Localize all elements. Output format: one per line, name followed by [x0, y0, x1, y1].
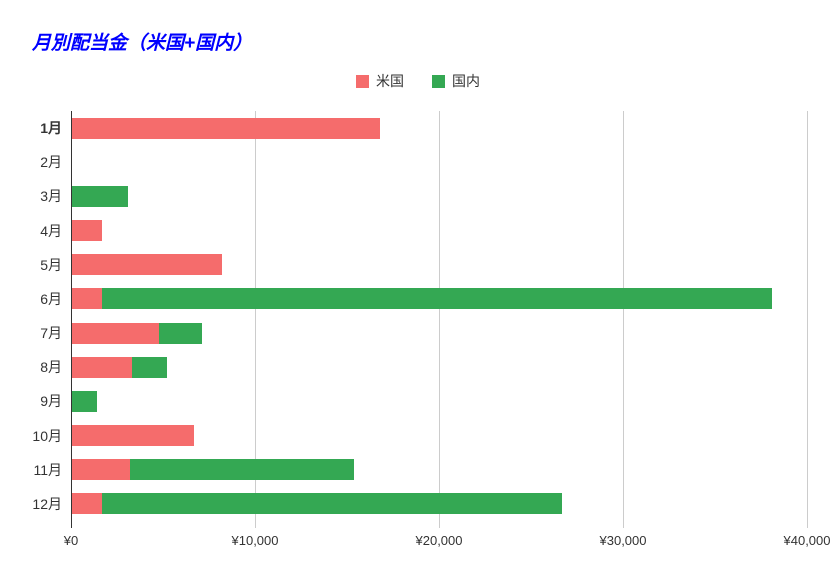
- bar-segment-domestic-month-6: [102, 288, 773, 310]
- bar-segment-us-month-5: [71, 254, 222, 276]
- bar-row-11: [71, 453, 807, 487]
- plot-area: [71, 111, 808, 528]
- bar-segment-domestic-month-3: [71, 185, 129, 207]
- category-label-7: 7月: [40, 325, 62, 342]
- stacked-bar-9: [71, 390, 807, 412]
- bar-segment-us-month-4: [71, 220, 103, 242]
- bar-row-3: [71, 179, 807, 213]
- category-label-10: 10月: [32, 427, 62, 444]
- legend-item-domestic: 国内: [432, 71, 480, 91]
- bar-segment-domestic-month-8: [131, 356, 167, 378]
- category-label-1: 1月: [40, 120, 62, 137]
- bar-segment-us-month-6: [71, 288, 103, 310]
- stacked-bar-7: [71, 322, 807, 344]
- x-tick-label-30000: ¥30,000: [599, 533, 647, 548]
- stacked-bar-2: [71, 152, 807, 173]
- bar-row-4: [71, 214, 807, 248]
- bar-segment-us-month-10: [71, 425, 195, 447]
- legend-item-us: 米国: [356, 71, 404, 91]
- bar-row-10: [71, 419, 807, 453]
- bar-row-8: [71, 350, 807, 384]
- bar-row-7: [71, 316, 807, 350]
- category-label-2: 2月: [40, 154, 62, 171]
- stacked-bar-6: [71, 288, 807, 310]
- gridline-40000: [807, 111, 808, 528]
- bar-segment-us-month-1: [71, 117, 381, 139]
- y-axis-line: [71, 111, 72, 528]
- x-tick-label-10000: ¥10,000: [231, 533, 279, 548]
- stacked-bar-12: [71, 493, 807, 515]
- bar-row-2: [71, 145, 807, 179]
- x-axis-tick-labels: ¥0 ¥10,000 ¥20,000 ¥30,000 ¥40,000: [64, 533, 831, 553]
- legend-label-us: 米国: [376, 73, 404, 89]
- category-label-4: 4月: [40, 222, 62, 239]
- stacked-bar-3: [71, 185, 807, 207]
- bar-segment-us-month-12: [71, 493, 103, 515]
- legend-swatch-domestic: [432, 74, 445, 88]
- stacked-bar-1: [71, 117, 807, 139]
- gridline-30000: [623, 111, 624, 528]
- bar-segment-domestic-month-12: [102, 493, 563, 515]
- bar-segment-us-month-7: [71, 322, 160, 344]
- bar-segment-domestic-month-9: [71, 390, 97, 412]
- bar-segment-us-month-8: [71, 356, 132, 378]
- legend-swatch-us: [356, 74, 369, 88]
- gridline-10000: [255, 111, 256, 528]
- bar-row-9: [71, 384, 807, 418]
- bar-segment-domestic-month-11: [129, 459, 355, 481]
- category-label-3: 3月: [40, 188, 62, 205]
- category-label-12: 12月: [32, 495, 62, 512]
- legend-label-domestic: 国内: [452, 73, 480, 89]
- category-label-6: 6月: [40, 290, 62, 307]
- stacked-bar-11: [71, 459, 807, 481]
- bar-row-12: [71, 487, 807, 521]
- category-label-8: 8月: [40, 359, 62, 376]
- chart-title: 月別配当金（米国+国内）: [32, 33, 253, 54]
- stacked-bar-10: [71, 425, 807, 447]
- category-label-9: 9月: [40, 393, 62, 410]
- bar-rows: [71, 111, 807, 521]
- bar-segment-us-month-11: [71, 459, 130, 481]
- x-tick-label-0: ¥0: [63, 533, 79, 548]
- x-tick-label-20000: ¥20,000: [415, 533, 463, 548]
- bar-row-6: [71, 282, 807, 316]
- category-label-11: 11月: [33, 461, 62, 478]
- category-label-5: 5月: [40, 256, 62, 273]
- stacked-bar-4: [71, 220, 807, 242]
- bar-segment-domestic-month-7: [159, 322, 202, 344]
- bar-row-5: [71, 248, 807, 282]
- legend: 米国 国内: [0, 71, 836, 91]
- y-axis-category-labels: 1月 2月 3月 4月 5月 6月 7月 8月 9月 10月 11月 12月: [0, 111, 71, 521]
- stacked-bar-5: [71, 254, 807, 276]
- gridline-20000: [439, 111, 440, 528]
- x-tick-label-40000: ¥40,000: [783, 533, 831, 548]
- bar-row-1: [71, 111, 807, 145]
- stacked-bar-8: [71, 356, 807, 378]
